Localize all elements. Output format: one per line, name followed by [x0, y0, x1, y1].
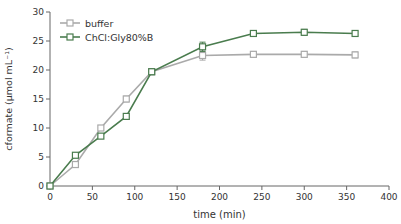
error-bar: [123, 96, 129, 102]
point: [250, 30, 256, 36]
point: [72, 162, 78, 168]
y-tick: [46, 99, 50, 100]
error-bar: [200, 42, 206, 51]
error-bar: [352, 52, 358, 58]
y-tick: [46, 157, 50, 158]
x-tick-label: 150: [169, 192, 186, 202]
chart: 0 50 100 150 200 250 300 350 400 0 5 10 15 20 25 30 time…: [0, 0, 401, 224]
series-line: [50, 54, 355, 186]
y-axis-label: cformate (μmol mL⁻¹): [3, 47, 14, 150]
x-tick-label: 300: [296, 192, 313, 202]
y-tick-label: 25: [33, 36, 44, 46]
point: [149, 69, 155, 75]
point: [250, 51, 256, 57]
legend-label: ChCl:Gly80%B: [85, 32, 153, 43]
point: [352, 52, 358, 58]
y-tick-label: 20: [33, 65, 45, 75]
error-bar: [149, 69, 155, 75]
error-bar: [149, 69, 155, 74]
error-bar: [123, 114, 129, 120]
error-bar: [98, 126, 104, 131]
x-tick: [92, 186, 93, 190]
error-cap: [200, 51, 206, 52]
legend: buffer ChCl:Gly80%B: [60, 18, 153, 43]
error-bar: [301, 29, 307, 35]
x-tick: [304, 186, 305, 190]
error-bar: [250, 51, 256, 57]
point: [47, 183, 53, 189]
point: [149, 69, 155, 75]
x-tick-label: 200: [211, 192, 228, 202]
x-tick: [389, 186, 390, 190]
legend-label: buffer: [85, 18, 113, 29]
error-cap: [200, 42, 206, 43]
point: [301, 51, 307, 57]
error-bar: [250, 31, 256, 36]
y-tick-label: 30: [33, 7, 45, 17]
point: [72, 152, 78, 158]
point: [301, 29, 307, 35]
point: [123, 96, 129, 102]
series-line: [50, 32, 355, 186]
y-tick: [46, 70, 50, 71]
x-tick-label: 400: [380, 192, 397, 202]
y-tick-label: 0: [38, 181, 44, 191]
point: [200, 44, 206, 50]
point: [123, 113, 129, 119]
legend-marker: [67, 34, 73, 40]
x-tick: [346, 186, 347, 190]
error-bar: [301, 51, 307, 57]
x-tick-label: 0: [47, 192, 53, 202]
x-tick: [177, 186, 178, 190]
y-tick-label: 10: [33, 123, 45, 133]
y-tick: [46, 41, 50, 42]
point: [47, 183, 53, 189]
background: [0, 0, 401, 224]
x-tick: [219, 186, 220, 190]
x-tick: [261, 186, 262, 190]
y-tick: [46, 12, 50, 13]
x-tick: [134, 186, 135, 190]
error-bar: [200, 51, 206, 60]
point: [352, 30, 358, 36]
legend-marker: [67, 20, 73, 26]
point: [98, 133, 104, 139]
point: [98, 125, 104, 131]
x-tick-label: 350: [338, 192, 355, 202]
y-tick-label: 5: [38, 152, 44, 162]
point: [200, 53, 206, 59]
x-axis-label: time (min): [193, 209, 246, 220]
error-cap: [200, 60, 206, 61]
error-bar: [352, 31, 358, 36]
y-tick: [46, 128, 50, 129]
plot-area: [47, 29, 358, 189]
x-tick-label: 50: [87, 192, 99, 202]
x-tick-label: 250: [253, 192, 270, 202]
x-tick-label: 100: [126, 192, 143, 202]
y-tick-label: 15: [33, 94, 44, 104]
